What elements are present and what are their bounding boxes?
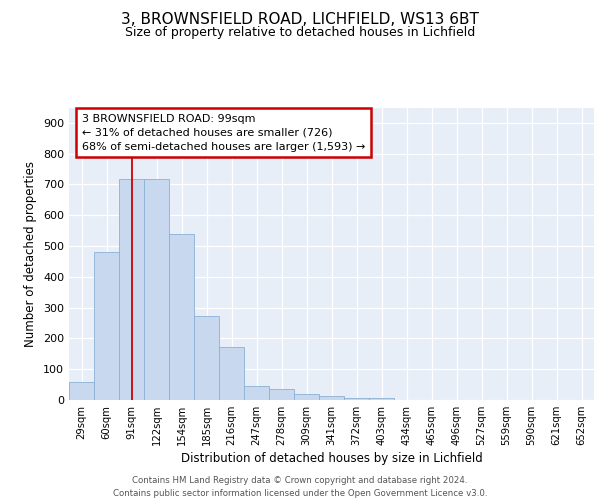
Text: 3 BROWNSFIELD ROAD: 99sqm
← 31% of detached houses are smaller (726)
68% of semi: 3 BROWNSFIELD ROAD: 99sqm ← 31% of detac… (82, 114, 365, 152)
Text: Contains HM Land Registry data © Crown copyright and database right 2024.
Contai: Contains HM Land Registry data © Crown c… (113, 476, 487, 498)
Text: Size of property relative to detached houses in Lichfield: Size of property relative to detached ho… (125, 26, 475, 39)
Y-axis label: Number of detached properties: Number of detached properties (25, 161, 37, 347)
Bar (144, 179, 169, 400)
Bar (244, 386, 269, 400)
Bar (344, 398, 369, 400)
Bar (319, 396, 344, 400)
X-axis label: Distribution of detached houses by size in Lichfield: Distribution of detached houses by size … (181, 452, 482, 465)
Bar (169, 234, 194, 400)
Bar (94, 252, 119, 400)
Bar (294, 394, 319, 400)
Bar (269, 389, 294, 400)
Bar (194, 316, 219, 400)
Bar (69, 382, 94, 400)
Bar (369, 398, 394, 400)
Text: 3, BROWNSFIELD ROAD, LICHFIELD, WS13 6BT: 3, BROWNSFIELD ROAD, LICHFIELD, WS13 6BT (121, 12, 479, 28)
Bar (119, 179, 144, 400)
Bar (219, 347, 244, 400)
